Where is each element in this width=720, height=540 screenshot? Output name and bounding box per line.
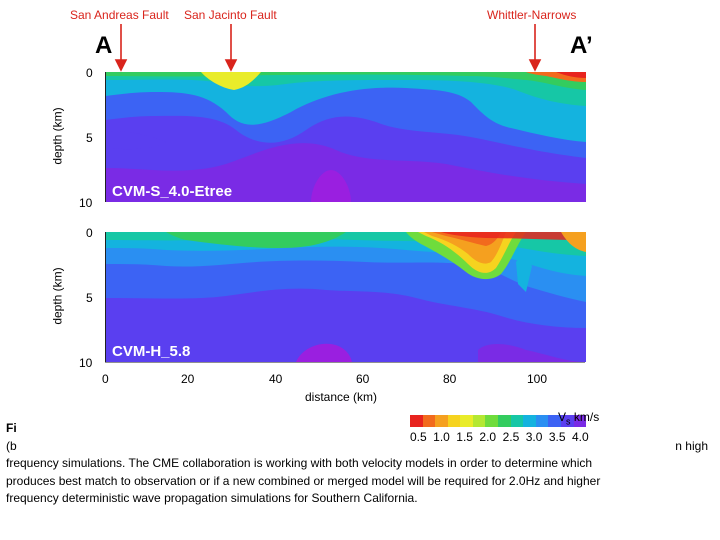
colorbar-swatch [560,415,574,427]
colorbar-swatch [510,415,524,427]
fault-arrows [114,24,542,72]
caption-line-2-start: (b [6,438,17,453]
colorbar-tick: 3.0 [525,430,543,444]
figure-caption: Fi (b n high frequency simulations. The … [6,420,716,508]
colorbar-units: km/s [573,410,600,424]
xtick-80: 80 [443,372,457,386]
colorbar-title: Vs km/s [558,410,599,426]
colorbar-swatch [485,415,499,427]
xtick-40: 40 [269,372,283,386]
colorbar-swatch [447,415,461,427]
whittler-narrows-arrowhead [528,59,542,72]
panel2-ytick-10: 10 [79,356,93,370]
panel1-ytick-5: 5 [86,131,93,145]
colorbar-tick: 3.5 [548,430,566,444]
x-axis-label: distance (km) [305,390,378,404]
colorbar-swatch [410,415,423,427]
fault-label-san-jacinto: San Jacinto Fault [184,8,277,22]
colorbar-swatch [460,415,473,427]
fault-label-whittler-narrows: Whittler-Narrows [487,8,577,22]
colorbar-subscript: s [566,416,571,427]
panel-label-cvm-s: CVM-S_4.0-Etree [112,183,233,200]
colorbar-swatch [548,415,561,427]
panel2-ytick-5: 5 [86,291,93,305]
colorbar-swatch [422,415,436,427]
xtick-20: 20 [181,372,195,386]
colorbar: Vs km/s 0.5 1.0 1.5 2.0 2.5 3.0 3.5 4.0 [410,410,599,446]
san-andreas-arrowhead [114,59,128,72]
san-jacinto-arrowhead [224,59,238,72]
colorbar-swatch [535,415,549,427]
colorbar-symbol: V [558,410,567,424]
velocity-panel-cvm-h: CVM-H_5.8 [105,232,586,362]
colorbar-tick: 1.5 [456,430,473,444]
colorbar-ticks: 0.5 1.0 1.5 2.0 2.5 3.0 3.5 4.0 [410,430,598,446]
caption-line-5: frequency deterministic wave propagation… [6,491,418,505]
xtick-60: 60 [356,372,370,386]
velocity-panel-cvm-s: CVM-S_4.0-Etree [105,72,586,202]
panel2-ytick-0: 0 [86,226,93,240]
panel1-ytick-10: 10 [79,196,93,210]
colorbar-tick: 2.5 [502,430,520,444]
colorbar-swatch [472,415,486,427]
colorbar-swatch [573,415,587,427]
fault-label-san-andreas: San Andreas Fault [70,8,169,22]
panel-label-cvm-h: CVM-H_5.8 [112,343,191,360]
xtick-100: 100 [527,372,548,386]
colorbar-tick: 4.0 [572,430,589,444]
colorbar-strip [410,415,587,427]
colorbar-tick: 0.5 [410,430,427,444]
profile-end-label: A’ [570,32,593,59]
colorbar-tick: 1.0 [433,430,450,444]
colorbar-tick: 2.0 [479,430,497,444]
panel1-ylabel: depth (km) [50,107,65,165]
xtick-0: 0 [102,372,109,386]
caption-line-3: frequency simulations. The CME collabora… [6,456,593,470]
caption-line-4: produces best match to observation or if… [6,473,601,488]
x-axis-line [105,362,585,363]
caption-line-2-end: n high [675,438,708,453]
caption-line-1: Fi [6,421,17,435]
caption-line-2: (b n high [6,438,716,456]
profile-start-label: A [95,32,113,59]
panel1-ytick-0: 0 [86,66,93,80]
panel2-ylabel: depth (km) [50,267,65,325]
colorbar-swatch [498,415,511,427]
colorbar-swatch [523,415,536,427]
colorbar-swatch [435,415,448,427]
